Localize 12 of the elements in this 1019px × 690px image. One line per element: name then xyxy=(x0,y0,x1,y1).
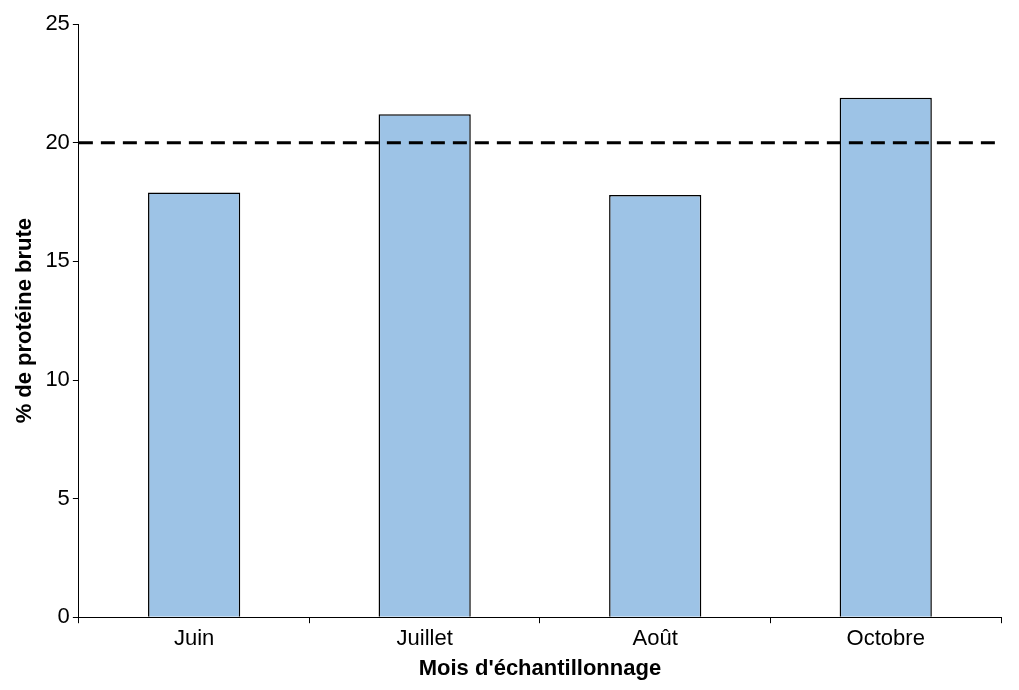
y-axis-title: % de protéine brute xyxy=(11,218,37,424)
y-tick-label: 20 xyxy=(45,128,70,154)
y-tick-label: 15 xyxy=(45,247,70,273)
x-tick-label: Juillet xyxy=(396,625,453,651)
y-tick-label: 10 xyxy=(45,366,70,392)
x-tick-label: Octobre xyxy=(846,625,925,651)
x-tick-label: Juin xyxy=(173,625,215,651)
y-tick-label: 25 xyxy=(45,10,70,36)
y-tick-label: 5 xyxy=(57,484,70,510)
x-tick-label: Août xyxy=(632,625,678,651)
x-axis-title: Mois d'échantillonnage xyxy=(418,654,662,680)
y-tick-label: 0 xyxy=(57,603,70,629)
